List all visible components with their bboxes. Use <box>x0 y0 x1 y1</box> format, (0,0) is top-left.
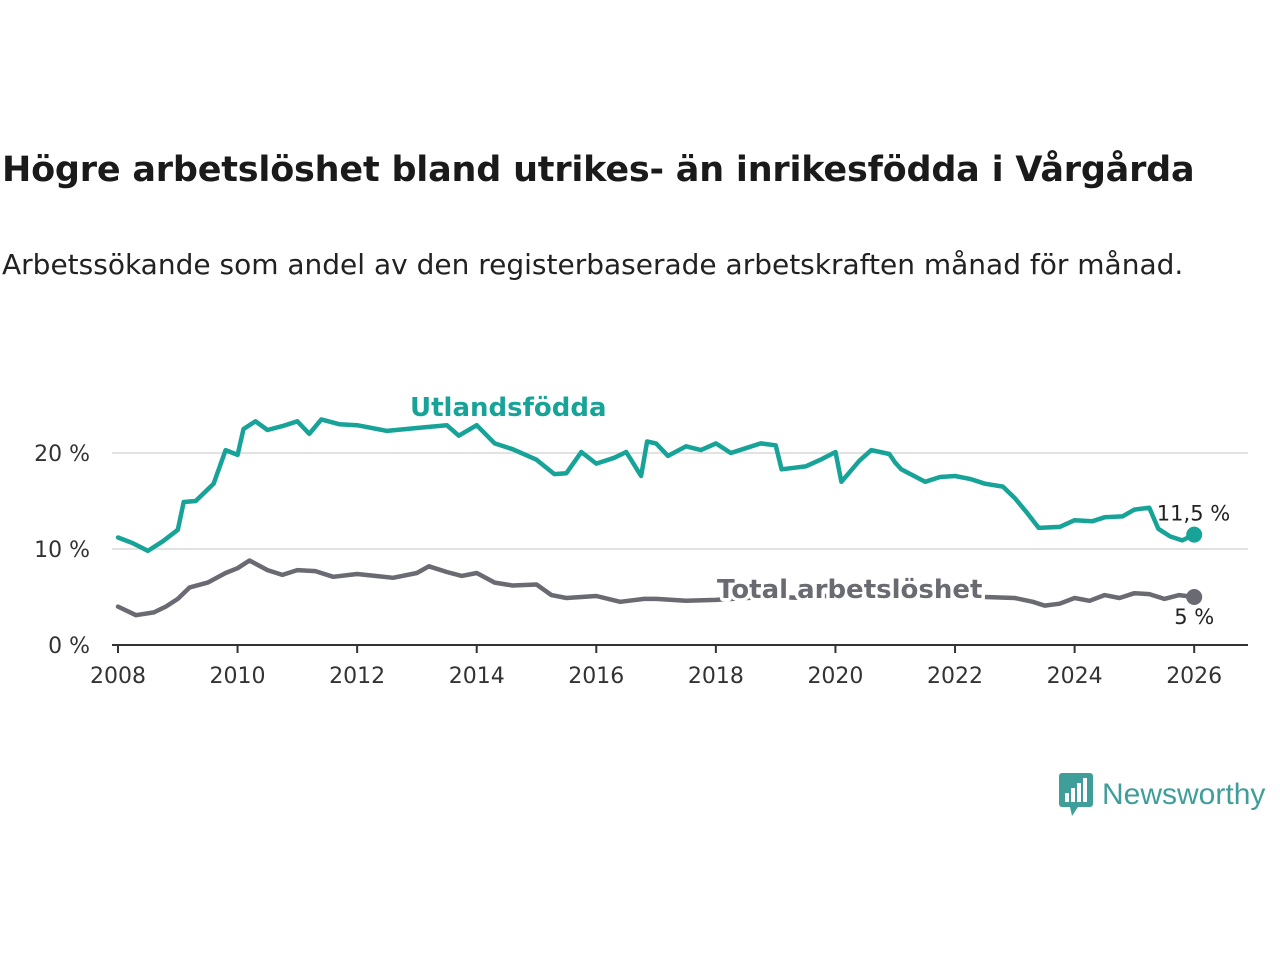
newsworthy-logo-icon <box>1059 773 1093 816</box>
newsworthy-logo: Newsworthy <box>1058 772 1265 818</box>
x-tick-label: 2014 <box>449 664 505 689</box>
line-chart: 0 % 10 % 20 % 2008 2010 2012 2014 2016 2018 2020 2… <box>34 390 1248 689</box>
series-end-marker <box>1186 526 1203 543</box>
series-line-utlandsfodda <box>115 417 1197 554</box>
end-value-label: 11,5 % <box>1157 502 1230 526</box>
x-tick-label: 2008 <box>90 664 146 689</box>
y-tick-label: 10 % <box>34 538 90 563</box>
chart-subtitle: Arbetssökande som andel av den registerb… <box>2 248 1184 281</box>
y-tick-label: 0 % <box>48 634 90 659</box>
x-tick-label: 2010 <box>210 664 266 689</box>
x-tick-label: 2016 <box>568 664 624 689</box>
x-tick-label: 2022 <box>927 664 983 689</box>
brand-name: Newsworthy <box>1102 778 1266 811</box>
y-tick-label: 20 % <box>34 442 90 467</box>
series-end-marker <box>1186 589 1203 605</box>
series-line-total <box>115 558 1197 618</box>
x-tick-label: 2024 <box>1047 664 1103 689</box>
x-tick-label: 2026 <box>1166 664 1222 689</box>
series-label-total: Total arbetslöshet <box>717 575 982 605</box>
x-tick-label: 2018 <box>688 664 744 689</box>
chart-title: Högre arbetslöshet bland utrikes- än inr… <box>2 150 1195 190</box>
end-value-label: 5 % <box>1174 605 1214 629</box>
x-tick-label: 2020 <box>807 664 863 689</box>
x-tick-label: 2012 <box>329 664 385 689</box>
series-label-utlandsfodda: Utlandsfödda <box>410 393 607 423</box>
